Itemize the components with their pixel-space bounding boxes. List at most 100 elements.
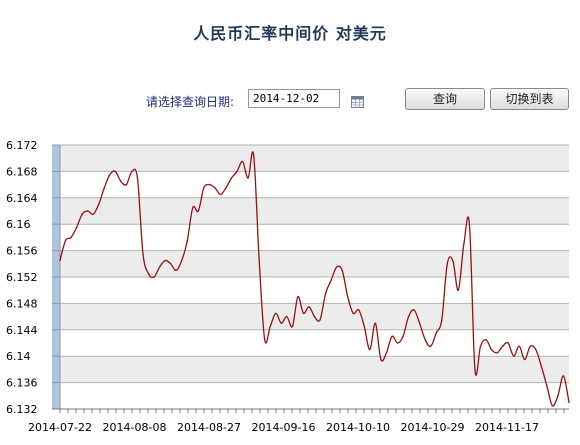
data-point	[335, 266, 338, 268]
x-tick-label: 2014-08-27	[177, 421, 241, 434]
data-point	[479, 345, 482, 347]
data-point	[468, 223, 471, 225]
data-point	[197, 210, 199, 212]
data-point	[391, 335, 393, 338]
data-point	[87, 210, 89, 212]
data-point	[241, 160, 244, 163]
data-point	[175, 269, 177, 272]
y-tick-label: 6.152	[6, 271, 38, 284]
data-point	[513, 355, 515, 357]
data-point	[463, 243, 465, 245]
data-point	[369, 348, 371, 351]
data-point	[524, 358, 526, 361]
data-point	[485, 339, 487, 341]
data-point	[568, 401, 570, 404]
data-point	[158, 266, 161, 268]
data-point	[114, 170, 117, 173]
data-point	[264, 339, 266, 341]
data-point	[230, 177, 233, 179]
data-point	[363, 325, 365, 328]
data-point	[435, 332, 437, 334]
plot-band	[60, 197, 569, 225]
switch-to-table-button[interactable]: 切换到表	[490, 88, 569, 110]
data-point	[286, 315, 288, 318]
data-point	[142, 253, 144, 255]
data-point	[64, 240, 67, 242]
data-point	[546, 385, 548, 387]
data-point	[319, 319, 321, 321]
data-point	[109, 174, 111, 176]
data-point	[557, 395, 559, 397]
y-tick-label: 6.136	[6, 377, 38, 390]
data-point	[219, 193, 222, 196]
data-point	[164, 259, 166, 262]
y-tick-label: 6.164	[6, 192, 38, 205]
data-point	[170, 263, 172, 265]
x-tick-label: 2014-09-16	[252, 421, 316, 434]
data-point	[181, 259, 183, 262]
data-point	[385, 352, 388, 354]
data-point	[302, 312, 305, 314]
plot-band	[60, 277, 569, 304]
data-point	[92, 213, 94, 215]
data-point	[330, 279, 332, 281]
data-point	[153, 276, 155, 278]
data-point	[297, 296, 299, 298]
data-point	[214, 187, 216, 189]
data-point	[203, 187, 205, 189]
data-point	[225, 187, 227, 189]
data-point	[418, 322, 421, 324]
data-point	[374, 322, 377, 324]
data-point	[430, 345, 432, 347]
data-point	[535, 348, 537, 351]
plot-band	[60, 145, 569, 172]
data-point	[540, 365, 542, 367]
data-point	[252, 154, 255, 156]
data-point	[501, 345, 504, 347]
calendar-icon[interactable]	[351, 93, 364, 108]
data-point	[313, 315, 316, 318]
y-tick-label: 6.132	[6, 403, 38, 416]
x-tick-label: 2014-07-22	[28, 421, 92, 434]
y-tick-label: 6.16	[6, 218, 31, 231]
data-point	[59, 259, 61, 262]
data-point	[136, 177, 139, 179]
x-tick-label: 2014-10-29	[401, 421, 465, 434]
data-point	[490, 348, 493, 351]
data-point	[352, 312, 354, 314]
data-point	[103, 187, 106, 189]
x-tick-label: 2014-08-08	[103, 421, 167, 434]
plot-band	[60, 356, 569, 383]
data-point	[236, 170, 238, 173]
data-point	[496, 352, 498, 354]
data-point	[441, 319, 443, 321]
date-input[interactable]	[248, 89, 340, 108]
x-tick-label: 2014-10-10	[326, 421, 390, 434]
data-point	[275, 312, 277, 314]
data-point	[208, 183, 211, 186]
plot-band	[60, 329, 569, 357]
data-point	[507, 342, 509, 344]
data-point	[192, 207, 194, 209]
data-point	[529, 345, 531, 347]
data-point	[291, 325, 294, 328]
y-tick-label: 6.172	[6, 139, 38, 152]
data-point	[81, 213, 83, 215]
data-point	[562, 375, 565, 377]
data-point	[308, 306, 310, 308]
data-point	[341, 269, 343, 272]
data-point	[452, 259, 454, 262]
data-point	[131, 170, 133, 173]
data-point	[120, 180, 122, 182]
data-point	[396, 342, 399, 344]
y-tick-label: 6.14	[6, 350, 31, 363]
data-point	[98, 203, 100, 206]
y-tick-label: 6.144	[6, 324, 38, 337]
data-point	[258, 259, 260, 262]
data-point	[380, 358, 382, 361]
y-tick-label: 6.148	[6, 297, 38, 310]
data-point	[358, 309, 360, 311]
query-button[interactable]: 查询	[405, 88, 485, 110]
data-point	[147, 273, 150, 275]
